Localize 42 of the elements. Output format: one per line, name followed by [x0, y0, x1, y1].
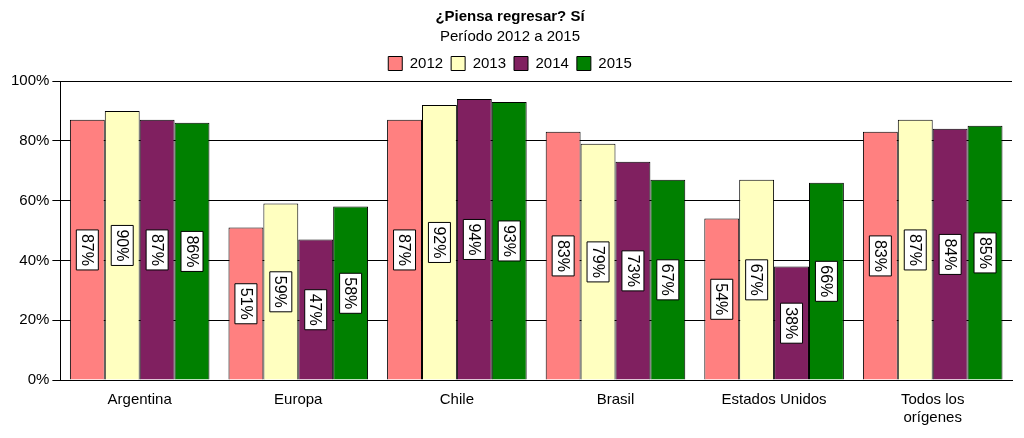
- data-label: 58%: [342, 277, 360, 310]
- data-label: 79%: [589, 245, 607, 278]
- data-label: 83%: [554, 239, 572, 272]
- x-tick-label: Chile: [439, 390, 474, 408]
- data-label: 54%: [713, 283, 731, 316]
- data-label: 59%: [272, 275, 290, 308]
- legend-label: 2014: [535, 53, 569, 71]
- x-tick-label: Europa: [274, 390, 324, 408]
- data-label: 87%: [396, 233, 414, 266]
- data-label: 83%: [871, 239, 889, 272]
- y-tick-label: 40%: [19, 250, 50, 268]
- data-label: 51%: [237, 287, 255, 320]
- y-tick-label: 80%: [19, 130, 50, 148]
- legend-label: 2015: [598, 53, 632, 71]
- legend-label: 2013: [472, 53, 507, 71]
- data-label: 87%: [78, 233, 96, 266]
- data-label: 87%: [148, 233, 166, 266]
- y-tick-label: 60%: [19, 190, 50, 208]
- y-tick-label: 0%: [27, 370, 50, 388]
- data-label: 94%: [465, 223, 483, 256]
- data-label: 90%: [113, 229, 131, 262]
- data-label: 87%: [906, 233, 924, 266]
- data-label: 92%: [431, 226, 449, 259]
- y-tick-label: 20%: [19, 310, 50, 328]
- x-tick-label: Estados Unidos: [721, 390, 827, 408]
- data-label: 66%: [818, 265, 836, 298]
- data-label: 67%: [659, 263, 677, 296]
- data-label: 86%: [183, 235, 201, 268]
- data-label: 38%: [783, 307, 801, 340]
- data-label: 47%: [307, 293, 325, 326]
- data-label: 85%: [976, 236, 994, 269]
- data-label: 93%: [500, 224, 518, 257]
- y-tick-label: 100%: [10, 71, 50, 89]
- x-tick-label: Argentina: [107, 390, 173, 408]
- x-tick-label: Brasil: [596, 390, 635, 408]
- data-label: 67%: [748, 263, 766, 296]
- chart-subtitle: Período 2012 a 2015: [439, 27, 581, 45]
- data-label: 73%: [624, 254, 642, 287]
- x-tick-label: Todos los orígenes: [901, 390, 965, 426]
- data-label: 84%: [941, 238, 959, 271]
- chart-title: ¿Piensa regresar? Sí: [435, 7, 586, 25]
- legend-label: 2012: [409, 53, 444, 71]
